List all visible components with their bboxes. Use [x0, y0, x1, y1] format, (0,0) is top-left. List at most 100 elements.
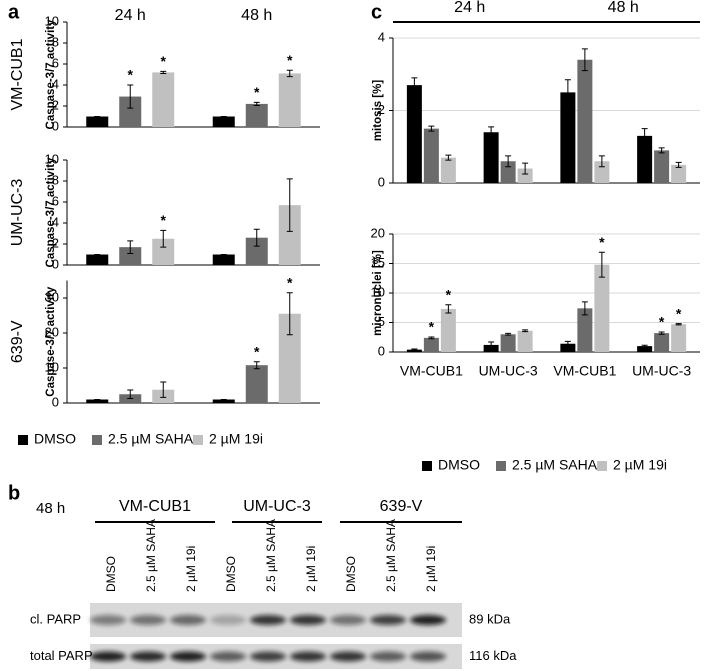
error-bar — [658, 331, 665, 335]
blot-band — [170, 615, 206, 625]
bar — [637, 135, 653, 183]
cell-line-label: UM-UC-3 — [243, 498, 311, 515]
x-tick-label: VM-CUB1 — [400, 363, 463, 379]
blot-band — [130, 651, 166, 662]
y-tick-label: 0 — [52, 394, 59, 409]
bar — [119, 247, 142, 265]
legend-label: 2.5 µM SAHA — [108, 431, 194, 447]
error-bar — [675, 323, 682, 326]
legend-label: 2.5 µM SAHA — [512, 457, 598, 473]
bar — [483, 344, 499, 352]
y-tick-label: 10 — [371, 284, 385, 299]
bar — [119, 96, 142, 127]
significance-star: * — [287, 274, 293, 290]
error-bar — [522, 329, 529, 333]
significance-star: * — [429, 319, 435, 335]
y-tick-label: 4 — [52, 76, 59, 91]
lane-label: 2 µM 19i — [424, 546, 438, 592]
bar — [560, 343, 576, 352]
significance-star: * — [676, 305, 682, 321]
legend-label: 2 µM 19i — [613, 457, 667, 473]
bar — [406, 349, 422, 352]
blot-band — [410, 615, 446, 625]
y-tick-label: 0 — [378, 174, 385, 189]
y-tick-label: 8 — [52, 172, 59, 187]
y-tick-label: 10 — [45, 13, 59, 28]
row-label: 639-V — [9, 320, 26, 363]
bar — [86, 399, 109, 403]
group-label: 48 h — [241, 7, 272, 24]
blot-band — [250, 615, 286, 625]
row-label: VM-CUB1 — [9, 38, 26, 110]
y-tick-label: 8 — [52, 34, 59, 49]
blot-band — [90, 615, 126, 625]
bar — [86, 116, 109, 127]
error-bar — [581, 48, 588, 72]
bar — [577, 59, 593, 183]
error-bar — [581, 301, 588, 316]
y-tick-label: 2 — [52, 97, 59, 112]
bar — [577, 308, 593, 352]
panel-label: b — [8, 482, 20, 504]
legend-label: 2 µM 19i — [209, 431, 263, 447]
bar — [212, 116, 235, 127]
bar — [152, 72, 175, 127]
x-tick-label: VM-CUB1 — [553, 363, 616, 379]
blot-band — [370, 615, 406, 625]
error-bar — [428, 125, 435, 132]
x-tick-label: UM-UC-3 — [632, 363, 691, 379]
bar — [212, 399, 235, 403]
y-tick-label: 2 — [52, 235, 59, 250]
error-bar — [411, 348, 418, 351]
significance-star: * — [599, 234, 605, 250]
error-bar — [675, 161, 682, 168]
bar — [440, 157, 456, 183]
legend-label: DMSO — [438, 457, 480, 473]
y-tick-label: 6 — [52, 55, 59, 70]
error-bar — [411, 77, 418, 93]
lane-label: DMSO — [224, 556, 238, 592]
bar — [86, 254, 109, 265]
y-tick-label: 6 — [52, 193, 59, 208]
error-bar — [253, 101, 260, 106]
blot-band — [410, 651, 446, 662]
error-bar — [253, 228, 260, 247]
lane-label: 2.5 µM SAHA — [264, 519, 278, 592]
blot-band — [290, 615, 326, 625]
lane-label: 2 µM 19i — [304, 546, 318, 592]
y-tick-label: 20 — [45, 324, 59, 339]
panel-label: c — [371, 1, 382, 23]
bar — [212, 254, 235, 265]
error-bar — [286, 69, 293, 78]
error-bar — [658, 147, 665, 154]
y-axis-label: micronuclei [%] — [372, 250, 384, 336]
error-bar — [127, 240, 134, 254]
significance-star: * — [446, 287, 452, 303]
bar — [483, 132, 499, 183]
error-bar — [445, 154, 452, 161]
significance-star: * — [254, 84, 260, 100]
error-bar — [127, 84, 134, 109]
bar — [245, 365, 268, 403]
blot-row-label: cl. PARP — [30, 611, 81, 626]
lane-label: DMSO — [104, 556, 118, 592]
error-bar — [505, 332, 512, 336]
bar — [500, 334, 516, 352]
error-bar — [488, 341, 495, 349]
y-tick-label: 10 — [45, 359, 59, 374]
significance-star: * — [659, 314, 665, 330]
y-tick-label: 0 — [52, 118, 59, 133]
blot-row-label: total PARP — [30, 648, 93, 663]
bar — [423, 128, 439, 183]
y-tick-label: 4 — [52, 214, 59, 229]
blot-size-label: 89 kDa — [469, 611, 511, 626]
bar — [245, 237, 268, 265]
error-bar — [160, 70, 167, 74]
group-label: 24 h — [454, 0, 485, 16]
bar — [594, 161, 610, 183]
group-label: 48 h — [608, 0, 639, 16]
y-tick-label: 30 — [45, 289, 59, 304]
cell-line-label: VM-CUB1 — [119, 498, 191, 515]
error-bar — [522, 162, 529, 175]
